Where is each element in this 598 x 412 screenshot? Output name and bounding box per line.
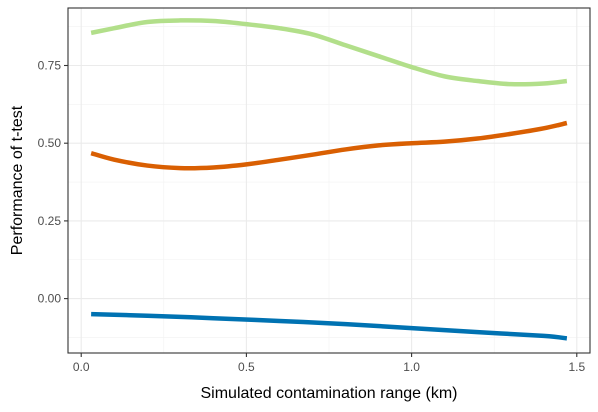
plot-border [67, 7, 591, 354]
x-axis-title: Simulated contamination range (km) [200, 385, 457, 402]
y-tick-label: 0.25 [38, 214, 62, 228]
series-line-3 [91, 311, 568, 341]
y-tick-label: 0.50 [38, 136, 62, 150]
x-tick-label: 1.5 [568, 360, 585, 374]
y-axis-title: Performance of t-test [9, 105, 26, 255]
y-axis: 0.00 0.25 0.50 0.75 [38, 59, 68, 306]
x-tick-label: 0.5 [238, 360, 255, 374]
y-tick-label: 0.00 [38, 292, 62, 306]
x-axis: 0.0 0.5 1.0 1.5 [73, 353, 585, 374]
series-layer [90, 18, 568, 341]
series-line-2 [90, 120, 568, 171]
x-tick-label: 0.0 [73, 360, 90, 374]
y-tick-label: 0.75 [38, 59, 62, 73]
series-line-1 [90, 18, 568, 87]
x-tick-label: 1.0 [403, 360, 420, 374]
